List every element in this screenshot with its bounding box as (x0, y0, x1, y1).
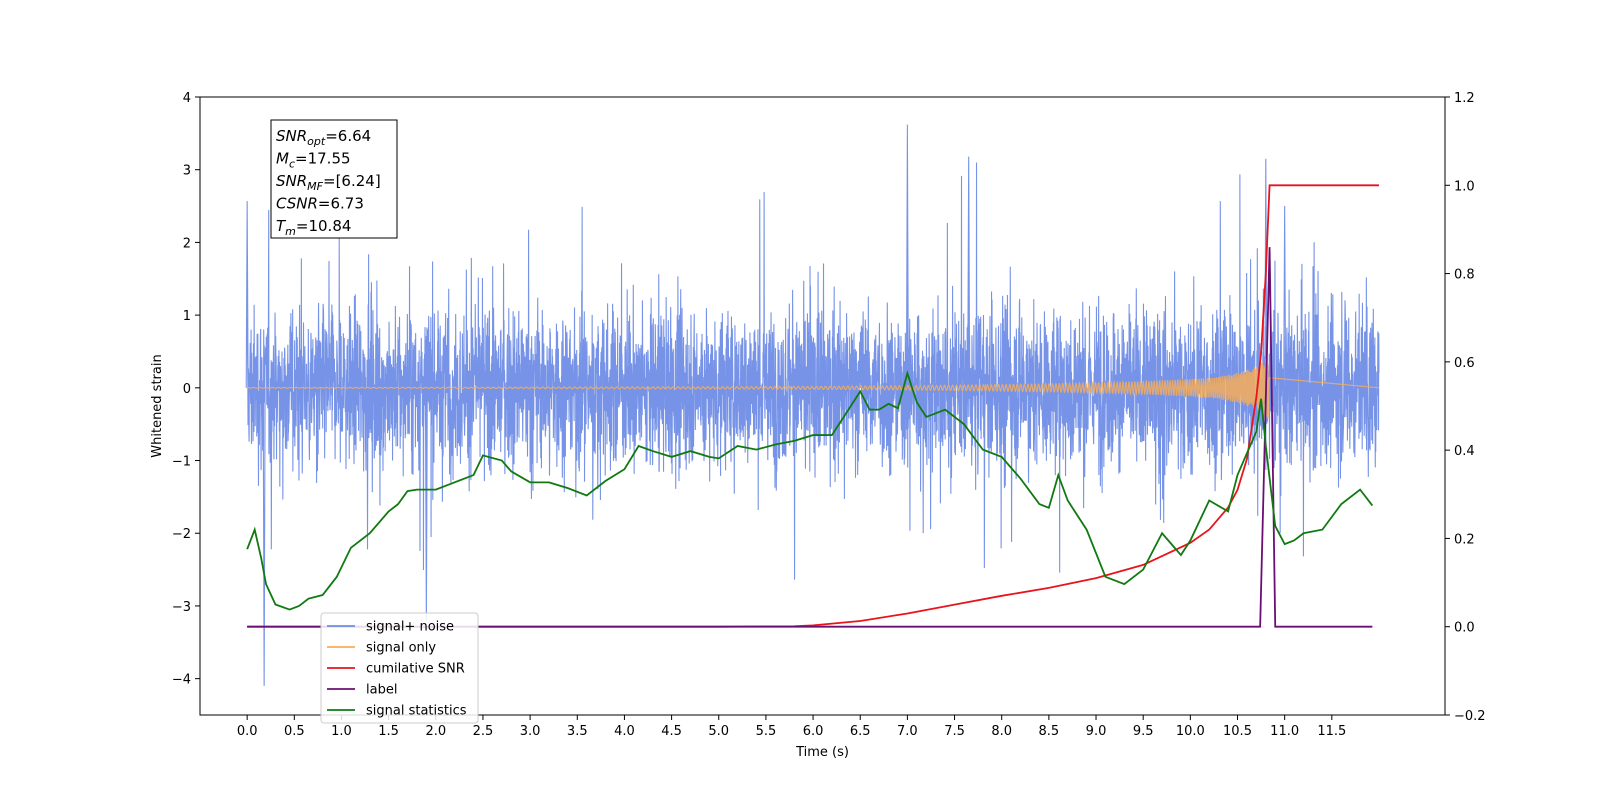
x-tick-label: 4.0 (614, 724, 635, 739)
x-tick-label: 4.5 (661, 724, 682, 739)
y-tick-label: 4 (183, 91, 191, 106)
legend-label: signal only (366, 641, 436, 656)
y2-tick-label: 0.4 (1454, 444, 1475, 459)
info-line: Mc=17.55 (276, 150, 351, 171)
y2-tick-label: 0.6 (1454, 356, 1475, 371)
x-tick-label: 8.5 (1039, 724, 1060, 739)
y-tick-label: −2 (172, 527, 191, 542)
legend-label: cumilative SNR (366, 662, 465, 677)
info-line: CSNR=6.73 (276, 195, 364, 213)
y-tick-label: −4 (172, 673, 191, 688)
plot-frame (199, 96, 1446, 716)
info-box-frame (270, 119, 398, 239)
info-line: SNRMF=[6.24] (276, 172, 381, 193)
x-tick-label: 0.0 (237, 724, 258, 739)
x-tick-label: 1.5 (378, 724, 399, 739)
legend: signal+ noise signal only cumilative SNR la… (320, 612, 479, 724)
x-tick-label: 2.0 (425, 724, 446, 739)
x-tick-label: 3.0 (520, 724, 541, 739)
x-tick-label: 7.0 (897, 724, 918, 739)
x-tick-label: 1.0 (331, 724, 352, 739)
x-tick-label: 10.5 (1223, 724, 1252, 739)
y2-tick-label: 0.0 (1454, 621, 1475, 636)
series-signal-noise (245, 124, 1380, 686)
x-tick-label: 6.5 (850, 724, 871, 739)
info-line: Tm=10.84 (276, 217, 351, 238)
legend-label: label (366, 683, 397, 698)
y2-tick-label: 1.0 (1454, 179, 1475, 194)
x-tick-label: 7.5 (944, 724, 965, 739)
x-tick-label: 6.0 (803, 724, 824, 739)
x-tick-label: 2.5 (473, 724, 494, 739)
series-signal-only (247, 357, 1380, 419)
y-tick-label: −3 (172, 600, 191, 615)
y2-tick-label: 0.2 (1454, 532, 1475, 547)
x-tick-label: 11.0 (1270, 724, 1299, 739)
x-tick-label: 9.0 (1086, 724, 1107, 739)
legend-frame (320, 612, 479, 724)
plot-inner (245, 124, 1380, 686)
y2-tick-label: 1.2 (1454, 91, 1475, 106)
legend-label: signal+ noise (366, 620, 454, 635)
y2-tick-label: 0.8 (1454, 268, 1475, 283)
y-axis-label: Whitened strain (150, 354, 165, 457)
x-tick-label: 11.5 (1317, 724, 1346, 739)
plot-area (245, 124, 1380, 686)
series-signal-statistics (246, 370, 1374, 611)
x-tick-label: 10.0 (1176, 724, 1205, 739)
info-line: SNRopt=6.64 (276, 127, 371, 148)
series-cumulative-snr (247, 184, 1379, 628)
x-tick-label: 5.5 (756, 724, 777, 739)
legend-label: signal statistics (366, 704, 467, 719)
x-axis-label: Time (s) (795, 745, 849, 760)
series-label (247, 247, 1373, 628)
x-tick-label: 0.5 (284, 724, 305, 739)
y-tick-label: −1 (172, 455, 191, 470)
y-tick-label: 1 (183, 309, 191, 324)
y-tick-label: 0 (183, 382, 191, 397)
y2-tick-label: −0.2 (1454, 709, 1486, 724)
x-tick-label: 9.5 (1133, 724, 1154, 739)
x-tick-label: 8.0 (991, 724, 1012, 739)
x-tick-label: 3.5 (567, 724, 588, 739)
y-tick-label: 3 (183, 164, 191, 179)
y-tick-label: 2 (183, 236, 191, 251)
x-tick-label: 5.0 (708, 724, 729, 739)
axes: 0.0 0.5 1.0 1.5 2.0 2.5 3.0 3.5 4.0 4.5 5.0 5.5 6.0 6… (150, 91, 1486, 760)
